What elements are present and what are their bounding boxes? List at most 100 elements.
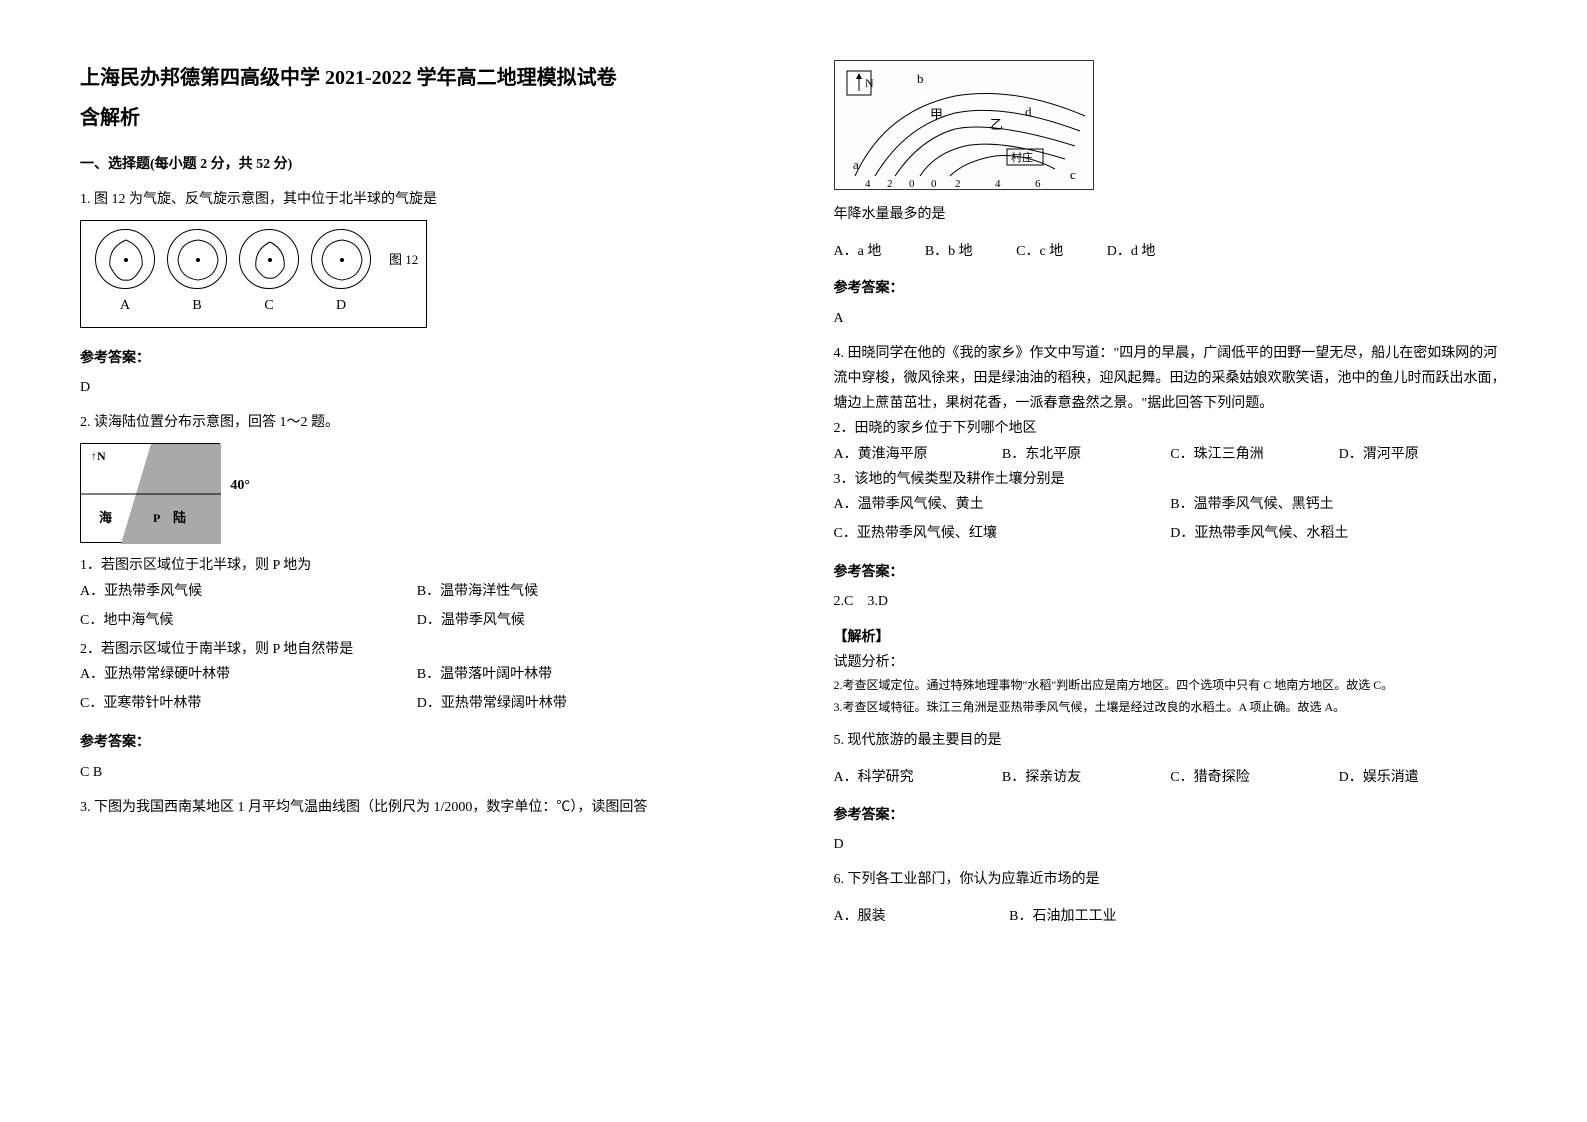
cyclone-d [311,229,371,289]
q5-opt-d: D．娱乐消遣 [1339,765,1507,790]
q5-answer: D [834,832,1508,857]
section-1-header: 一、选择题(每小题 2 分，共 52 分) [80,152,754,177]
q4-sub2-opt-c: C．珠江三角洲 [1170,442,1338,467]
q4-analysis-2: 2.考查区域定位。通过特殊地理事物"水稻"判断出应是南方地区。四个选项中只有 C… [834,675,1508,697]
cyclone-a-svg [96,230,156,290]
q1-answer: D [80,375,754,400]
doc-title-line2: 含解析 [80,100,754,136]
svg-text:6: 6 [1035,178,1041,190]
svg-text:4: 4 [995,178,1001,190]
svg-text:2: 2 [887,178,893,190]
exam-page: 上海民办邦德第四高级中学 2021-2022 学年高二地理模拟试卷 含解析 一、… [80,60,1507,941]
svg-text:a: a [853,157,859,172]
q2-stem: 2. 读海陆位置分布示意图，回答 1～2 题。 [80,410,754,435]
cyclone-b-svg [168,230,228,290]
q2-lat-label: 40° [230,473,250,498]
svg-text:c: c [1070,167,1076,182]
q2-sub2: 2．若图示区域位于南半球，则 P 地自然带是 [80,637,754,662]
q4-stem: 4. 田晓同学在他的《我的家乡》作文中写道："四月的早晨，广阔低平的田野一望无尽… [834,341,1508,417]
svg-text:海: 海 [99,510,112,525]
question-4: 4. 田晓同学在他的《我的家乡》作文中写道："四月的早晨，广阔低平的田野一望无尽… [834,341,1508,718]
cyclone-d-svg [312,230,372,290]
q3-answer-label: 参考答案： [834,276,1508,301]
q5-answer-label: 参考答案： [834,803,1508,828]
q3-opt-b: B．b 地 [925,239,973,264]
q2-figure-wrap: ↑N 海 P 陆 40° [80,435,220,551]
svg-text:b: b [917,71,924,86]
svg-text:村庄: 村庄 [1011,150,1033,164]
svg-text:4: 4 [865,178,871,190]
svg-text:0: 0 [931,178,937,190]
q4-sub2-options: A．黄淮海平原 B．东北平原 C．珠江三角洲 D．渭河平原 [834,442,1508,467]
question-1: 1. 图 12 为气旋、反气旋示意图，其中位于北半球的气旋是 [80,187,754,400]
q3-opt-d: D．d 地 [1107,239,1156,264]
svg-text:甲: 甲 [930,107,943,122]
q3-stem: 3. 下图为我国西南某地区 1 月平均气温曲线图（比例尺为 1/2000，数字单… [80,795,754,820]
q1-fig-label: 图 12 [389,248,418,271]
svg-text:2: 2 [955,178,961,190]
q4-answer: 2.C 3.D [834,589,1508,614]
q4-sub2-opt-b: B．东北平原 [1002,442,1170,467]
q5-stem: 5. 现代旅游的最主要目的是 [834,728,1508,753]
svg-text:陆: 陆 [173,510,186,525]
q2-sub2-opt-a: A．亚热带常绿硬叶林带 [80,662,417,687]
cyclone-b [167,229,227,289]
svg-text:d: d [1025,104,1032,119]
q2-answer-label: 参考答案： [80,730,754,755]
cyclone-label-a: A [89,293,161,318]
cyclone-c [239,229,299,289]
q6-options: A．服装 B．石油加工工业 [834,904,1508,929]
cyclone-c-svg [240,230,300,290]
cyclone-label-d: D [305,293,377,318]
q3-answer: A [834,306,1508,331]
svg-text:P: P [153,511,160,525]
q1-stem: 1. 图 12 为气旋、反气旋示意图，其中位于北半球的气旋是 [80,187,754,212]
cyclone-a [95,229,155,289]
q4-analysis-label: 【解析】 [834,625,1508,650]
q4-sub3-opt-c: C．亚热带季风气候、红壤 [834,521,1171,546]
q5-opt-a: A．科学研究 [834,765,1002,790]
q4-analysis-3: 3.考查区域特征。珠江三角洲是亚热带季风气候，土壤是经过改良的水稻土。A 项止确… [834,697,1508,719]
q2-sub1-opt-a: A．亚热带季风气候 [80,579,417,604]
q3-contour-figure: N b 甲 乙 d 村庄 a c 4 2 0 0 2 4 6 [834,60,1094,190]
q1-figure: 图 12 A B C D [80,220,427,327]
q2-sub1-opt-d: D．温带季风气候 [417,608,754,633]
q5-options: A．科学研究 B．探亲访友 C．猎奇探险 D．娱乐消遣 [834,765,1508,790]
q2-sub1-options: A．亚热带季风气候 B．温带海洋性气候 C．地中海气候 D．温带季风气候 [80,579,754,637]
q2-sub1-opt-c: C．地中海气候 [80,608,417,633]
question-6: 6. 下列各工业部门，你认为应靠近市场的是 A．服装 B．石油加工工业 [834,867,1508,929]
q6-stem: 6. 下列各工业部门，你认为应靠近市场的是 [834,867,1508,892]
q2-sub2-opt-c: C．亚寒带针叶林带 [80,691,417,716]
q4-sub2: 2．田晓的家乡位于下列哪个地区 [834,416,1508,441]
q1-answer-label: 参考答案： [80,346,754,371]
q2-map-svg: ↑N 海 P 陆 [81,444,221,544]
q3-opt-c: C．c 地 [1016,239,1063,264]
q4-analysis-sub: 试题分析： [834,650,1508,675]
svg-text:乙: 乙 [990,117,1003,132]
q4-sub3-opt-d: D．亚热带季风气候、水稻土 [1170,521,1507,546]
svg-text:N: N [865,76,874,90]
svg-text:↑N: ↑N [91,449,106,463]
question-2: 2. 读海陆位置分布示意图，回答 1～2 题。 ↑N 海 P 陆 40° 1．若… [80,410,754,785]
q4-sub3-opt-b: B．温带季风气候、黑钙土 [1170,492,1507,517]
cyclone-label-c: C [233,293,305,318]
q2-sub1-opt-b: B．温带海洋性气候 [417,579,754,604]
q3-contour-svg: N b 甲 乙 d 村庄 a c 4 2 0 0 2 4 6 [835,61,1095,191]
question-5: 5. 现代旅游的最主要目的是 A．科学研究 B．探亲访友 C．猎奇探险 D．娱乐… [834,728,1508,857]
q3-sub: 年降水量最多的是 [834,202,1508,227]
left-column: 上海民办邦德第四高级中学 2021-2022 学年高二地理模拟试卷 含解析 一、… [80,60,754,941]
q4-sub3-opt-a: A．温带季风气候、黄土 [834,492,1171,517]
q5-opt-b: B．探亲访友 [1002,765,1170,790]
q5-opt-c: C．猎奇探险 [1170,765,1338,790]
q4-sub3: 3．该地的气候类型及耕作土壤分别是 [834,467,1508,492]
svg-text:0: 0 [909,178,915,190]
question-3-stem: 3. 下图为我国西南某地区 1 月平均气温曲线图（比例尺为 1/2000，数字单… [80,795,754,820]
q3-opt-a: A．a 地 [834,239,882,264]
right-column: N b 甲 乙 d 村庄 a c 4 2 0 0 2 4 6 [834,60,1508,941]
cyclone-row: 图 12 [89,229,418,289]
q2-sub2-options: A．亚热带常绿硬叶林带 B．温带落叶阔叶林带 C．亚寒带针叶林带 D．亚热带常绿… [80,662,754,720]
q3-options: A．a 地 B．b 地 C．c 地 D．d 地 [834,239,1508,264]
q4-sub2-opt-a: A．黄淮海平原 [834,442,1002,467]
doc-title-line1: 上海民办邦德第四高级中学 2021-2022 学年高二地理模拟试卷 [80,60,754,96]
q2-map: ↑N 海 P 陆 [80,443,220,543]
